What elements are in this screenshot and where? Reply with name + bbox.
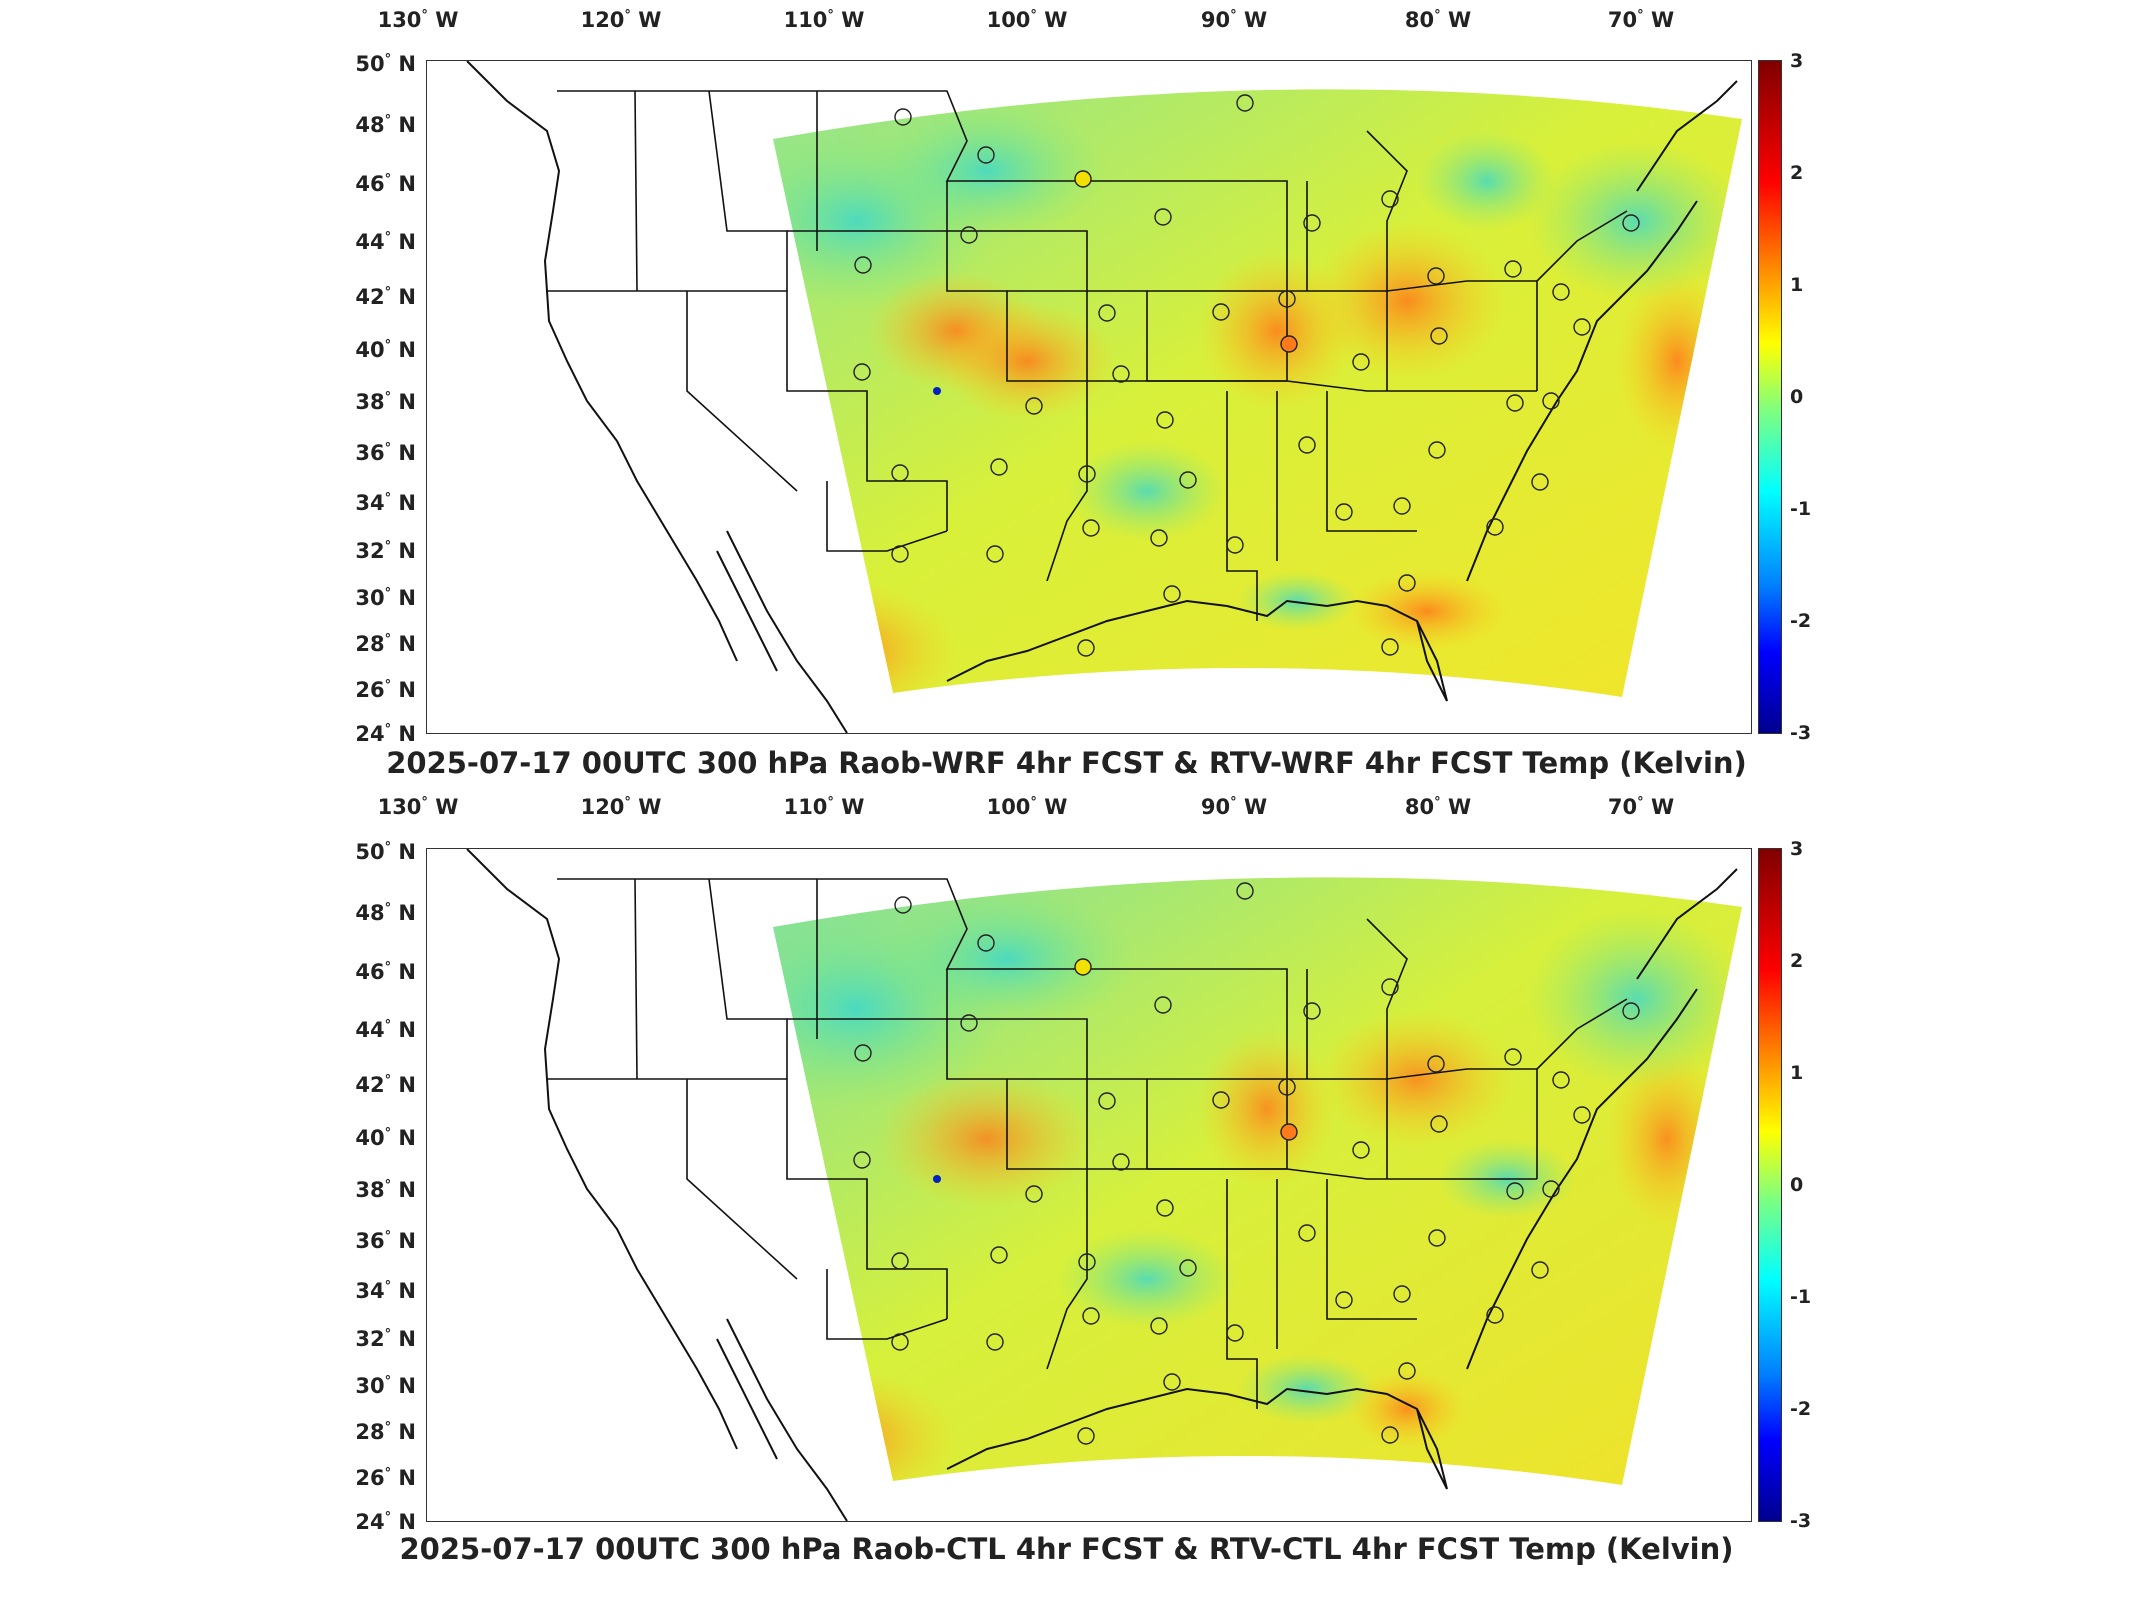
temperature-difference-map — [466, 849, 1742, 1521]
lat-label: 40° N — [355, 1126, 416, 1150]
lon-label: 100° W — [986, 8, 1068, 32]
lat-label: 44° N — [355, 1018, 416, 1042]
lat-label: 42° N — [355, 1073, 416, 1097]
map-panel-raob-ctl: 130° W 120° W 110° W 100° W 90° W 80° W … — [0, 790, 2133, 1600]
colorbar-tick: -3 — [1790, 1510, 1812, 1532]
map-area[interactable] — [426, 848, 1752, 1522]
coastlines — [466, 61, 1738, 733]
lat-label: 30° N — [355, 1374, 416, 1398]
lat-label: 24° N — [355, 722, 416, 746]
coastlines — [466, 849, 1738, 1521]
colorbar-tick: 3 — [1790, 50, 1804, 72]
lat-label: 30° N — [355, 586, 416, 610]
colorbar-tick: 0 — [1790, 1174, 1804, 1196]
lat-label: 26° N — [355, 1466, 416, 1490]
colorbar-tick: 2 — [1790, 162, 1804, 184]
colorbar-tick: 0 — [1790, 386, 1804, 408]
lat-label: 38° N — [355, 1178, 416, 1202]
raob-stations — [853, 882, 1640, 1445]
lat-label: 40° N — [355, 338, 416, 362]
lat-label: 32° N — [355, 539, 416, 563]
colorbar-tick: 2 — [1790, 950, 1804, 972]
colorbar — [1758, 60, 1782, 734]
lat-label: 28° N — [355, 632, 416, 656]
lat-label: 48° N — [355, 901, 416, 925]
lat-label: 34° N — [355, 1279, 416, 1303]
map-title: 2025-07-17 00UTC 300 hPa Raob-CTL 4hr FC… — [399, 1532, 1734, 1566]
colorbar-tick: -1 — [1790, 498, 1812, 520]
lat-label: 26° N — [355, 678, 416, 702]
colorbar — [1758, 848, 1782, 1522]
lon-label: 120° W — [580, 795, 662, 819]
lat-label: 24° N — [355, 1510, 416, 1534]
lat-label: 34° N — [355, 491, 416, 515]
lon-label: 130° W — [377, 795, 459, 819]
lat-label: 50° N — [355, 840, 416, 864]
lat-label: 46° N — [355, 172, 416, 196]
lat-label: 44° N — [355, 230, 416, 254]
lon-label: 80° W — [1404, 795, 1472, 819]
map-panel-raob-wrf: 130° W 120° W 110° W 100° W 90° W 80° W … — [355, 8, 1812, 780]
colorbar-tick: 1 — [1790, 274, 1804, 296]
lat-label: 50° N — [355, 52, 416, 76]
lon-label: 100° W — [986, 795, 1068, 819]
lat-label: 36° N — [355, 1229, 416, 1253]
lat-label: 38° N — [355, 390, 416, 414]
raob-stations — [853, 94, 1640, 657]
lon-label: 120° W — [580, 8, 662, 32]
state-borders — [547, 90, 1628, 621]
colorbar-tick: 1 — [1790, 1062, 1804, 1084]
lat-label: 36° N — [355, 441, 416, 465]
lon-label: 90° W — [1200, 795, 1268, 819]
lon-label: 110° W — [783, 8, 865, 32]
colorbar-tick: -3 — [1790, 722, 1812, 744]
colorbar-tick: -2 — [1790, 1398, 1812, 1420]
state-borders — [547, 878, 1628, 1409]
lat-label: 42° N — [355, 285, 416, 309]
lon-label: 70° W — [1607, 795, 1675, 819]
temperature-difference-map — [466, 61, 1742, 733]
lat-label: 46° N — [355, 960, 416, 984]
colorbar-tick: -1 — [1790, 1286, 1812, 1308]
lat-label: 28° N — [355, 1420, 416, 1444]
lon-label: 80° W — [1404, 8, 1472, 32]
lon-label: 90° W — [1200, 8, 1268, 32]
colorbar-tick: -2 — [1790, 610, 1812, 632]
lat-label: 48° N — [355, 113, 416, 137]
colorbar-tick: 3 — [1790, 838, 1804, 860]
map-title: 2025-07-17 00UTC 300 hPa Raob-WRF 4hr FC… — [386, 746, 1747, 780]
lat-label: 32° N — [355, 1327, 416, 1351]
lon-label: 110° W — [783, 795, 865, 819]
lon-label: 130° W — [377, 8, 459, 32]
lon-label: 70° W — [1607, 8, 1675, 32]
map-area[interactable] — [426, 60, 1752, 734]
